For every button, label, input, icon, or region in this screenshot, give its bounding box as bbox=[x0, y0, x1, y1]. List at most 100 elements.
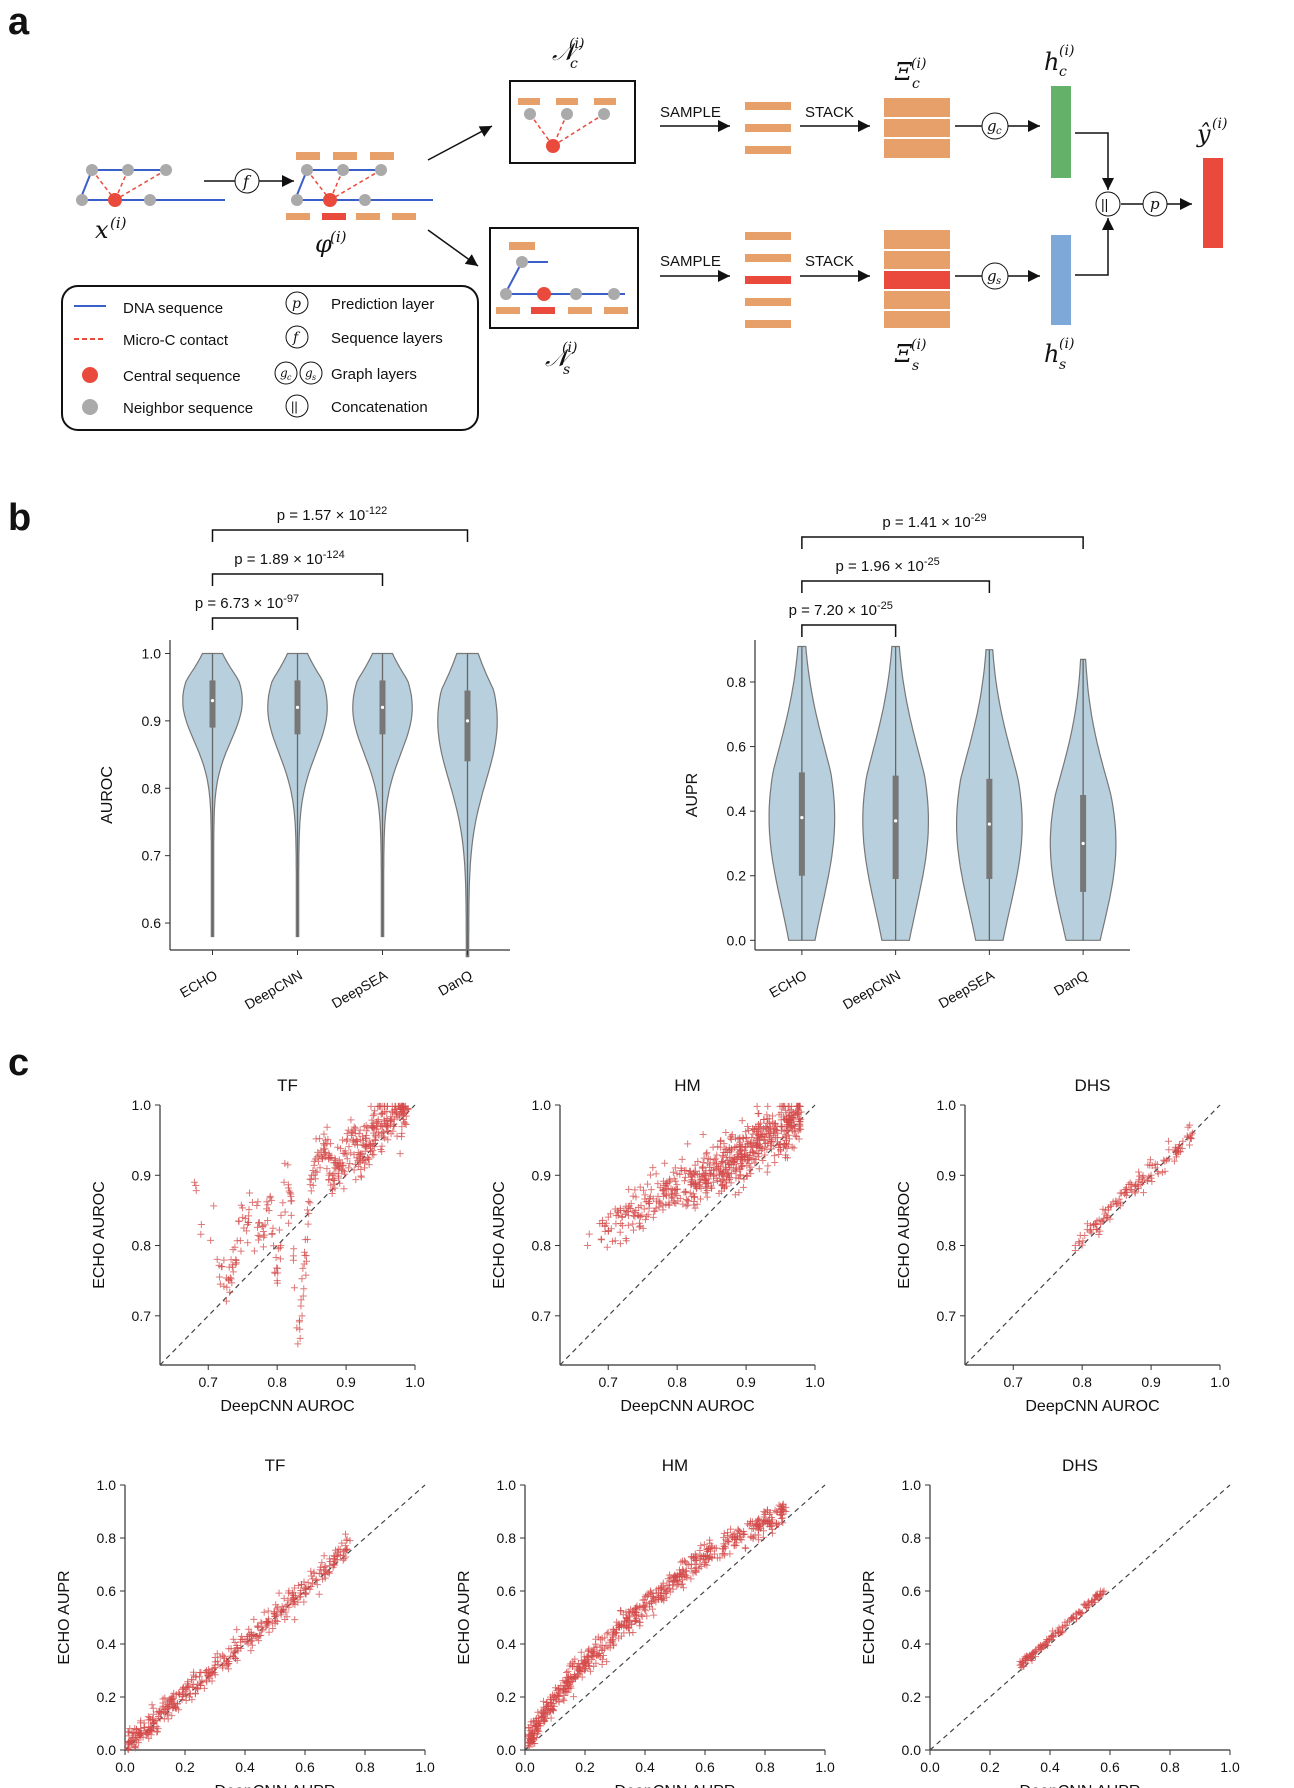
p-value-bracket bbox=[211, 617, 299, 630]
scatter-point bbox=[703, 1551, 711, 1559]
scatter-point bbox=[197, 1220, 205, 1228]
scatter-point bbox=[231, 1243, 239, 1251]
scatter-point bbox=[299, 1292, 307, 1300]
scatter-point bbox=[313, 1168, 321, 1176]
prediction-vector bbox=[1203, 158, 1223, 248]
legend: DNA sequence Micro-C contact Central seq… bbox=[61, 285, 479, 431]
scatter-point bbox=[1172, 1153, 1180, 1161]
p-value-exponent: -29 bbox=[971, 512, 987, 524]
scatter-point bbox=[182, 1696, 190, 1704]
scatter-point bbox=[132, 1736, 140, 1744]
p-value-label: p = 7.20 × 10-25 bbox=[789, 600, 893, 619]
scatter-point bbox=[706, 1539, 714, 1547]
scatter-point bbox=[229, 1635, 237, 1643]
scatter-point bbox=[713, 1151, 721, 1159]
y-axis-label: AUROC bbox=[99, 766, 116, 824]
scatter-point bbox=[672, 1177, 680, 1185]
scatter-point bbox=[585, 1230, 593, 1238]
scatter-point bbox=[624, 1212, 632, 1220]
scatter-point bbox=[157, 1709, 165, 1717]
violin-median bbox=[800, 816, 804, 820]
scatter-point bbox=[396, 1150, 404, 1158]
scatter-point bbox=[763, 1168, 771, 1176]
scatter-point bbox=[635, 1219, 643, 1227]
p-value-label: p = 1.41 × 10-29 bbox=[882, 512, 986, 531]
scatter-point bbox=[139, 1733, 147, 1741]
scatter-point bbox=[1146, 1156, 1154, 1164]
scatter-point bbox=[632, 1193, 640, 1201]
scatter-point bbox=[311, 1175, 319, 1183]
scatter-point bbox=[690, 1168, 698, 1176]
scatter-point bbox=[1097, 1220, 1105, 1228]
scatter-point bbox=[188, 1676, 196, 1684]
scatter-point bbox=[745, 1521, 753, 1529]
scatter-point bbox=[257, 1618, 265, 1626]
scatter-point bbox=[770, 1152, 778, 1160]
scatter-point bbox=[620, 1629, 628, 1637]
y-axis-label: ECHO AUROC bbox=[491, 1181, 508, 1289]
scatter-point bbox=[632, 1604, 640, 1612]
scatter-point bbox=[156, 1715, 164, 1723]
scatter-point bbox=[783, 1122, 791, 1130]
x-axis-label: DeepCNN AUPR bbox=[215, 1783, 336, 1788]
scatter-point bbox=[660, 1586, 668, 1594]
scatter-point bbox=[669, 1581, 677, 1589]
scatter-point bbox=[718, 1181, 726, 1189]
scatter-point bbox=[227, 1275, 235, 1283]
scatter-point bbox=[775, 1150, 783, 1158]
p-value-label: p = 1.96 × 10-25 bbox=[835, 556, 939, 575]
scatter-point bbox=[369, 1123, 377, 1131]
x-tick-label: DeepCNN bbox=[840, 967, 903, 1013]
scatter-point bbox=[315, 1590, 323, 1598]
scatter-point bbox=[330, 1552, 338, 1560]
scatter-point bbox=[320, 1141, 328, 1149]
scatter-point bbox=[345, 1143, 353, 1151]
scatter-point bbox=[398, 1123, 406, 1131]
y-tick-label: 0.2 bbox=[727, 868, 747, 884]
scatter-point bbox=[303, 1235, 311, 1243]
scatter-point bbox=[1076, 1231, 1084, 1239]
scatter-point bbox=[260, 1608, 268, 1616]
panel-c-letter: c bbox=[8, 1042, 29, 1084]
p-value-exponent: -122 bbox=[365, 505, 387, 517]
violin-median bbox=[1081, 841, 1085, 846]
scatter-point bbox=[768, 1136, 776, 1144]
scatter-point bbox=[665, 1201, 673, 1209]
scatter-point bbox=[295, 1318, 303, 1326]
scatter-point bbox=[268, 1618, 276, 1626]
p-value-bracket bbox=[211, 529, 469, 542]
scatter-point bbox=[347, 1116, 355, 1124]
scatter-point bbox=[682, 1188, 690, 1196]
scatter-point bbox=[309, 1166, 317, 1174]
scatter-point bbox=[318, 1559, 326, 1567]
scatter-point bbox=[388, 1115, 396, 1123]
scatter-point bbox=[564, 1688, 572, 1696]
scatter-point bbox=[368, 1151, 376, 1159]
scatter-point bbox=[610, 1642, 618, 1650]
x-tick-label: 0.9 bbox=[1141, 1374, 1161, 1390]
scatter-point bbox=[630, 1226, 638, 1234]
scatter-point bbox=[768, 1112, 776, 1120]
scatter-point bbox=[284, 1589, 292, 1597]
Xi-c-sup: (i) bbox=[911, 56, 926, 72]
scatter-point bbox=[233, 1642, 241, 1650]
scatter-point bbox=[368, 1122, 376, 1130]
legend-f-layer: Sequence layers bbox=[331, 330, 443, 347]
scatter-point bbox=[720, 1529, 728, 1537]
scatter-point bbox=[338, 1539, 346, 1547]
scatter-point bbox=[358, 1141, 366, 1149]
scatter-point bbox=[735, 1142, 743, 1150]
scatter-point bbox=[256, 1232, 264, 1240]
scatter-point bbox=[222, 1297, 230, 1305]
violin-median bbox=[894, 819, 898, 823]
scatter-point bbox=[736, 1141, 744, 1149]
scatter-point bbox=[1172, 1148, 1180, 1156]
scatter-point bbox=[1117, 1198, 1125, 1206]
scatter-point bbox=[261, 1231, 269, 1239]
scatter-point bbox=[700, 1154, 708, 1162]
y-tick-label: 0.0 bbox=[727, 932, 747, 948]
scatter-point bbox=[625, 1624, 633, 1632]
scatter-point bbox=[284, 1161, 292, 1169]
scatter-point bbox=[654, 1192, 662, 1200]
scatter-point bbox=[691, 1568, 699, 1576]
